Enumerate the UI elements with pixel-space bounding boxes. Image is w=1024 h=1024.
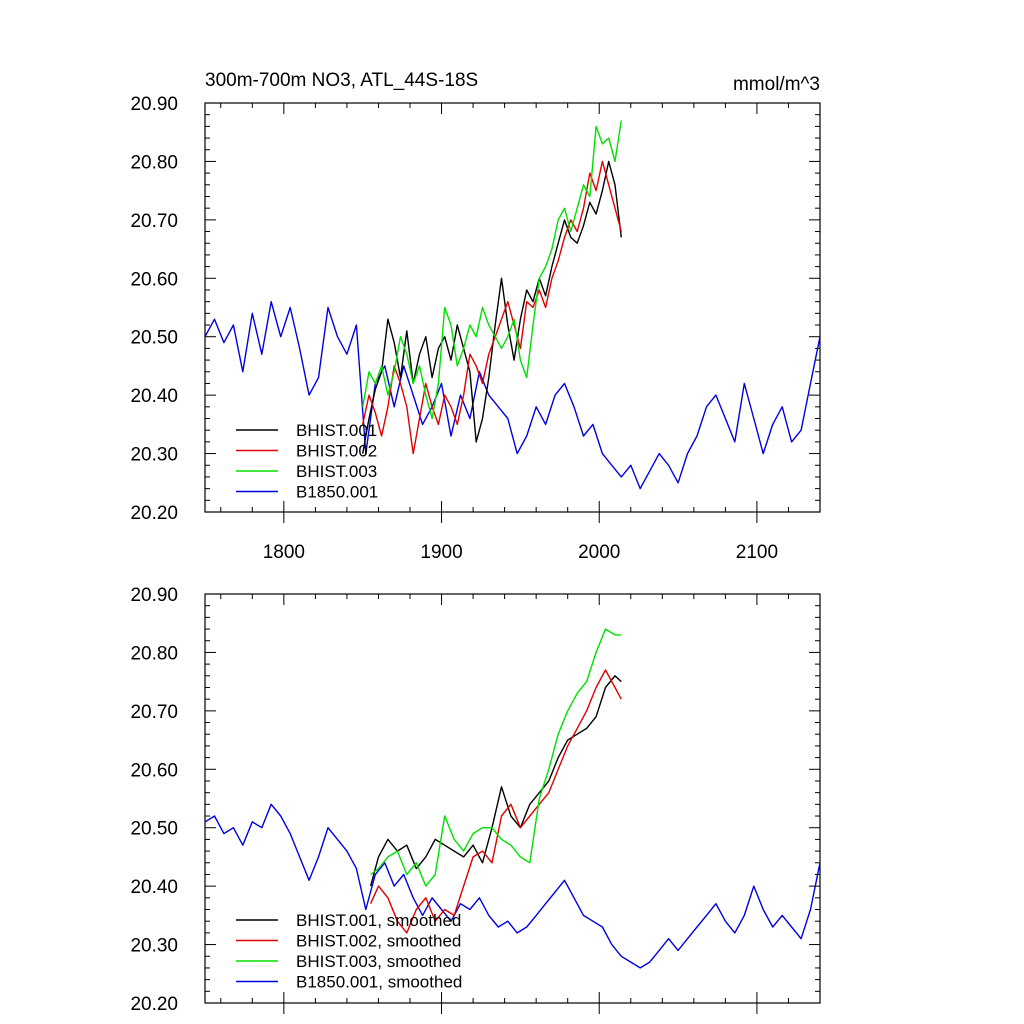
y-tick-label: 20.60 xyxy=(130,269,178,290)
legend-label: BHIST.001, smoothed xyxy=(296,911,461,930)
legend-label: BHIST.002 xyxy=(296,442,377,461)
series-line-bhist-003 xyxy=(362,120,622,420)
legend-label: BHIST.003 xyxy=(296,462,377,481)
y-tick-label: 20.50 xyxy=(130,819,178,840)
series-group xyxy=(205,120,820,490)
y-tick-label: 20.80 xyxy=(130,152,178,173)
series-line-b1850-001-smoothed xyxy=(205,803,820,969)
y-tick-label: 20.70 xyxy=(130,702,178,723)
series-group xyxy=(205,628,820,969)
series-line-bhist-001 xyxy=(362,160,622,454)
x-tick-label: 2000 xyxy=(578,542,620,563)
series-line-bhist-002 xyxy=(362,160,622,455)
plot-frame xyxy=(204,593,821,1004)
y-tick-label: 20.30 xyxy=(130,936,178,957)
x-tick-label: 1800 xyxy=(263,542,305,563)
y-tick-label: 20.20 xyxy=(130,994,178,1015)
x-tick-label: 1900 xyxy=(420,542,462,563)
legend-label: BHIST.002, smoothed xyxy=(296,932,461,951)
legend-label: BHIST.001 xyxy=(296,421,377,440)
y-tick-label: 20.60 xyxy=(130,760,178,781)
series-line-bhist-003-smoothed xyxy=(370,628,622,887)
chart-title: 300m-700m NO3, ATL_44S-18S xyxy=(205,70,478,91)
legend-label: B1850.001 xyxy=(296,483,378,502)
series-line-b1850-001 xyxy=(205,301,820,490)
x-tick-label: 2100 xyxy=(736,542,778,563)
y-tick-label: 20.40 xyxy=(130,877,178,898)
chart-units: mmol/m^3 xyxy=(733,74,820,95)
y-tick-label: 20.80 xyxy=(130,643,178,664)
y-tick-label: 20.30 xyxy=(130,445,178,466)
series-line-bhist-001-smoothed xyxy=(369,675,622,887)
bottom-panel: 20.20 20.30 20.40 20.50 20.60 20.70 20.80 20.90… xyxy=(130,585,821,1015)
y-tick-label: 20.50 xyxy=(130,328,178,349)
y-tick-label: 20.20 xyxy=(130,503,178,524)
plot-frame xyxy=(204,102,821,513)
top-panel: 20.20 20.30 20.40 20.50 20.60 20.70 20.80 20.90… xyxy=(130,70,821,563)
legend-label: B1850.001, smoothed xyxy=(296,973,462,992)
legend-label: BHIST.003, smoothed xyxy=(296,952,461,971)
series-line-bhist-002-smoothed xyxy=(369,669,622,934)
y-tick-label: 20.70 xyxy=(130,211,178,232)
y-tick-label: 20.90 xyxy=(130,94,178,115)
y-tick-label: 20.40 xyxy=(130,386,178,407)
y-tick-label: 20.90 xyxy=(130,585,178,606)
